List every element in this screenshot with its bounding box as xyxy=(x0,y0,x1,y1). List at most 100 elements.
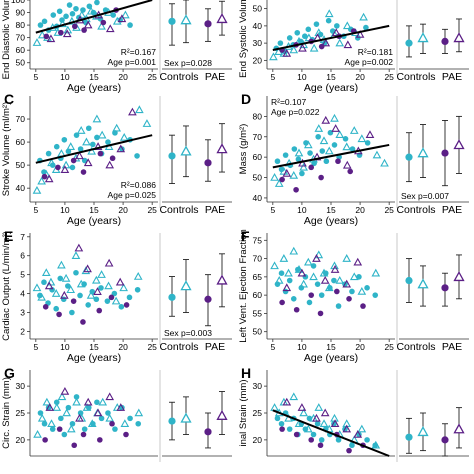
pae-triangle-point xyxy=(312,254,321,262)
control-circle-point xyxy=(278,166,285,173)
pae-triangle-point xyxy=(83,397,93,406)
pae-circle-point xyxy=(71,442,78,449)
control-circle-point xyxy=(278,420,285,427)
control-triangle-point xyxy=(289,246,299,255)
pae-circle-point xyxy=(360,303,366,309)
x-tick-label: 10 xyxy=(60,72,70,82)
control-circle-point xyxy=(66,2,73,8)
control-circle-point xyxy=(41,279,47,286)
y-tick-label: 40 xyxy=(253,193,263,203)
y-tick-label: 70 xyxy=(16,33,26,43)
x-tick-label: 25 xyxy=(384,72,394,82)
pae-circle-point xyxy=(55,164,61,171)
control-triangle-point xyxy=(299,408,308,417)
chart-panel: 40 50 60 70 5 10 15 20 25 Age (years) Stroke Volum… xyxy=(1,91,232,227)
x-tick-label: 20 xyxy=(355,205,365,215)
control-circle-point xyxy=(306,415,313,422)
x-tick-label: 10 xyxy=(297,342,307,352)
stat-annotation: R²=0.167 xyxy=(121,47,156,57)
pae-circle-point xyxy=(97,437,103,443)
pae-triangle-point xyxy=(312,413,321,422)
pae-circle-point xyxy=(80,319,86,325)
y-axis-title: Mass (g/m²) xyxy=(238,124,249,175)
control-circle-point xyxy=(349,442,355,449)
pae-circle-point xyxy=(100,19,107,26)
control-circle-point xyxy=(310,431,317,438)
control-circle-point xyxy=(334,23,340,29)
control-circle-point xyxy=(53,143,60,150)
pae-triangle-point xyxy=(93,408,103,417)
control-circle-point xyxy=(98,285,104,291)
y-tick-label: 20 xyxy=(253,55,263,65)
control-circle-point xyxy=(69,309,75,316)
control-circle-point xyxy=(104,298,111,304)
control-circle-point xyxy=(118,304,125,310)
y-tick-label: 7 xyxy=(20,232,25,242)
control-circle-point xyxy=(94,0,100,6)
control-triangle-point xyxy=(289,392,299,401)
control-circle-point xyxy=(363,24,369,31)
pae-triangle-point xyxy=(342,160,352,169)
pae-triangle-point xyxy=(83,264,92,273)
x-tick-label: 10 xyxy=(60,205,70,215)
control-triangle-point xyxy=(42,397,52,406)
control-triangle-point xyxy=(77,10,87,19)
x-axis-title: Age (years) xyxy=(67,82,121,94)
x-tick-label: 25 xyxy=(147,72,157,82)
pae-triangle-point xyxy=(320,408,330,417)
control-triangle-point xyxy=(342,21,352,30)
y-tick-label: 40 xyxy=(16,183,26,193)
control-triangle-point xyxy=(303,257,313,266)
panel-letter: F xyxy=(241,228,250,244)
x-tick-label: 10 xyxy=(297,72,307,82)
control-triangle-point xyxy=(76,126,86,134)
pae-circle-point xyxy=(279,426,285,432)
stat-annotation: R²=0.107 xyxy=(271,97,306,107)
control-triangle-point xyxy=(98,397,108,406)
control-circle-point xyxy=(94,399,100,406)
pae-circle-point xyxy=(318,43,325,50)
x-tick-label: 20 xyxy=(118,72,128,82)
pae-triangle-point xyxy=(105,160,115,169)
pae-circle-point xyxy=(81,27,87,33)
control-circle-point xyxy=(354,35,361,41)
control-triangle-point xyxy=(335,38,345,47)
pae-circle-point xyxy=(56,311,62,318)
group-mean-circle xyxy=(441,149,449,157)
chart-panel: 2 3 4 5 6 7 5 10 15 20 25 Age (years) Cardiac Output… xyxy=(1,228,232,364)
control-circle-point xyxy=(302,33,308,40)
control-circle-point xyxy=(349,146,356,152)
control-circle-point xyxy=(274,158,281,165)
y-tick-label: 25 xyxy=(16,408,26,418)
control-triangle-point xyxy=(62,408,71,417)
control-triangle-point xyxy=(37,413,47,422)
control-triangle-point xyxy=(359,12,368,21)
control-circle-point xyxy=(41,18,48,25)
y-tick-label: 50 xyxy=(16,58,26,68)
pae-triangle-point xyxy=(93,287,102,295)
pae-triangle-point xyxy=(282,397,292,406)
control-circle-point xyxy=(372,442,379,449)
control-triangle-point xyxy=(104,281,113,290)
y-tick-label: 75 xyxy=(253,235,263,245)
control-triangle-point xyxy=(82,137,91,146)
control-circle-point xyxy=(295,156,302,162)
control-triangle-point xyxy=(324,9,334,18)
control-triangle-point xyxy=(349,126,359,134)
control-circle-point xyxy=(85,302,91,308)
control-circle-point xyxy=(315,133,322,140)
y-tick-label: 80 xyxy=(253,111,263,121)
y-axis-title: Circ. Strain (mm) xyxy=(1,377,12,449)
pae-circle-point xyxy=(335,158,341,165)
group-tick-pae: PAE xyxy=(205,341,225,353)
panel-letter: G xyxy=(4,365,15,381)
pae-triangle-point xyxy=(321,38,331,47)
control-circle-point xyxy=(274,415,281,422)
x-axis-title: Age (years) xyxy=(67,215,121,227)
group-tick-controls: Controls xyxy=(159,71,198,83)
control-triangle-point xyxy=(342,142,352,151)
control-triangle-point xyxy=(274,179,284,187)
control-triangle-point xyxy=(319,419,329,428)
control-triangle-point xyxy=(47,419,56,428)
x-tick-label: 20 xyxy=(355,72,365,82)
